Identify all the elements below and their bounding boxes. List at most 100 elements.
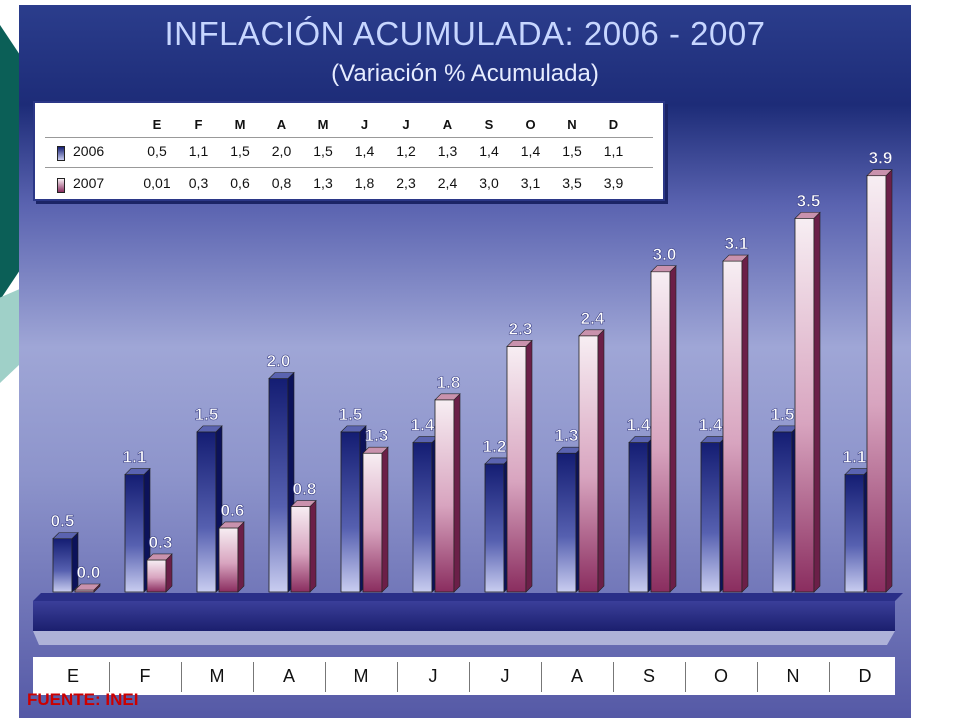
bar-2006-4 [340,425,367,593]
bar-2006-3 [268,371,295,593]
chart-floor [33,601,895,631]
bar-2007-0 [74,583,101,593]
table-cell-2007: 1,3 [313,175,333,191]
bar-2006-1 [124,467,151,593]
table-divider [45,167,653,168]
table-header-cell: E [152,117,162,132]
table-cell-2006: 1,1 [188,143,209,159]
x-axis-divider [397,662,398,692]
bar-plot: 0.50.01.10.31.50.62.00.81.51.31.41.81.22… [33,148,903,645]
bar-2007-3 [290,499,317,593]
bar-label-2006-6: 1.2 [483,437,507,456]
bar-2007-6 [506,339,533,593]
bar-2006-6 [484,457,511,593]
x-axis-divider [613,662,614,692]
table-header-cell: O [525,117,536,132]
bar-label-2006-4: 1.5 [339,405,363,424]
table-cell-2006: 2,0 [271,143,292,159]
table-cell-2006: 1,5 [313,143,333,159]
table-header-cell: A [442,117,453,132]
x-axis-divider [109,662,110,692]
bar-2006-8 [628,435,655,593]
bar-label-2006-10: 1.5 [771,405,795,424]
bar-2006-5 [412,435,439,593]
x-axis-divider [829,662,830,692]
x-tick-label: J [500,666,510,686]
legend-key-2007 [57,178,65,193]
table-cell-2006: 1,4 [479,143,499,159]
table-cell-2007: 2,3 [396,175,416,191]
table-cell-2006: 1,5 [230,143,250,159]
chart-frame: INFLACIÓN ACUMULADA: 2006 - 2007 (Variac… [19,5,911,718]
table-header-cell: F [194,117,203,132]
table-header-cell: S [484,117,494,132]
bar-2007-5 [434,393,461,593]
table-cell-2007: 3,0 [479,175,499,191]
bar-label-2006-0: 0.5 [51,512,75,531]
bar-label-2007-7: 2.4 [581,309,605,328]
bar-label-2007-11: 3.9 [869,149,893,168]
table-cell-2007: 3,5 [562,175,582,191]
table-cell-2006: 1,1 [603,143,624,159]
x-tick-label: O [713,666,728,686]
source-note: FUENTE: INEI [27,690,139,709]
x-tick-label: F [139,666,151,686]
bar-label-2006-1: 1.1 [123,448,147,467]
bar-2006-7 [556,446,583,593]
bar-label-2007-9: 3.1 [725,234,749,253]
table-cell-2007: 3,9 [603,175,624,191]
chart-subtitle: (Variación % Acumulada) [331,60,599,87]
table-cell-2006: 1,2 [396,143,416,159]
table-divider [45,137,653,138]
x-tick-label: M [209,666,225,686]
bar-label-2006-3: 2.0 [267,352,291,371]
table-cell-2006: 1,4 [354,143,375,159]
bar-label-2006-9: 1.4 [699,416,723,435]
table-cell-2007: 3,1 [520,175,541,191]
bar-2006-2 [196,425,223,593]
x-axis-divider [325,662,326,692]
data-table-legend: E 0,5 0,01 F 1,1 0,3 M 1,5 0,6 A 2,0 0,8 M 1,5 1,3 J 1,4… [33,101,665,201]
bar-label-2006-8: 1.4 [627,416,651,435]
bar-label-2007-1: 0.3 [149,533,173,552]
table-cell-2007: 1,8 [354,175,375,191]
x-tick-label: E [66,666,79,686]
table-header-cell: J [402,117,410,132]
table-cell-2007: 0,3 [188,175,209,191]
x-axis-divider [541,662,542,692]
x-axis-divider [685,662,686,692]
bar-2006-10 [772,425,799,593]
bar-label-2006-5: 1.4 [411,416,435,435]
x-axis-divider [757,662,758,692]
x-axis-divider [181,662,182,692]
chart-floor-top [33,593,903,601]
bar-2007-8 [650,265,677,593]
x-tick-label: M [353,666,369,686]
table-header-cell: M [234,117,246,132]
table-cell-2007: 0,01 [143,175,171,191]
x-tick-label: A [570,666,583,686]
bar-label-2007-5: 1.8 [437,373,461,392]
bar-2007-4 [362,446,389,593]
bar-label-2007-10: 3.5 [797,191,821,210]
chart-floor-edge [33,631,895,645]
bar-2007-10 [794,211,821,593]
bar-2007-1 [146,553,173,593]
table-header-cell: A [276,117,287,132]
bar-label-2006-2: 1.5 [195,405,219,424]
table-cell-2006: 1,5 [562,143,582,159]
bar-label-2006-11: 1.1 [843,448,867,467]
table-cell-2007: 0,8 [271,175,292,191]
x-tick-label: A [282,666,295,686]
bar-2006-0 [52,531,79,593]
x-tick-label: J [428,666,438,686]
legend-label-2007: 2007 [73,175,105,191]
x-tick-label: D [858,666,872,686]
bar-label-2007-2: 0.6 [221,501,245,520]
x-axis-divider [253,662,254,692]
bar-label-2007-0: 0.0 [77,563,101,582]
bar-2007-7 [578,329,605,593]
bar-2007-9 [722,254,749,593]
table-cell-2006: 1,4 [520,143,541,159]
bar-label-2007-6: 2.3 [509,319,533,338]
